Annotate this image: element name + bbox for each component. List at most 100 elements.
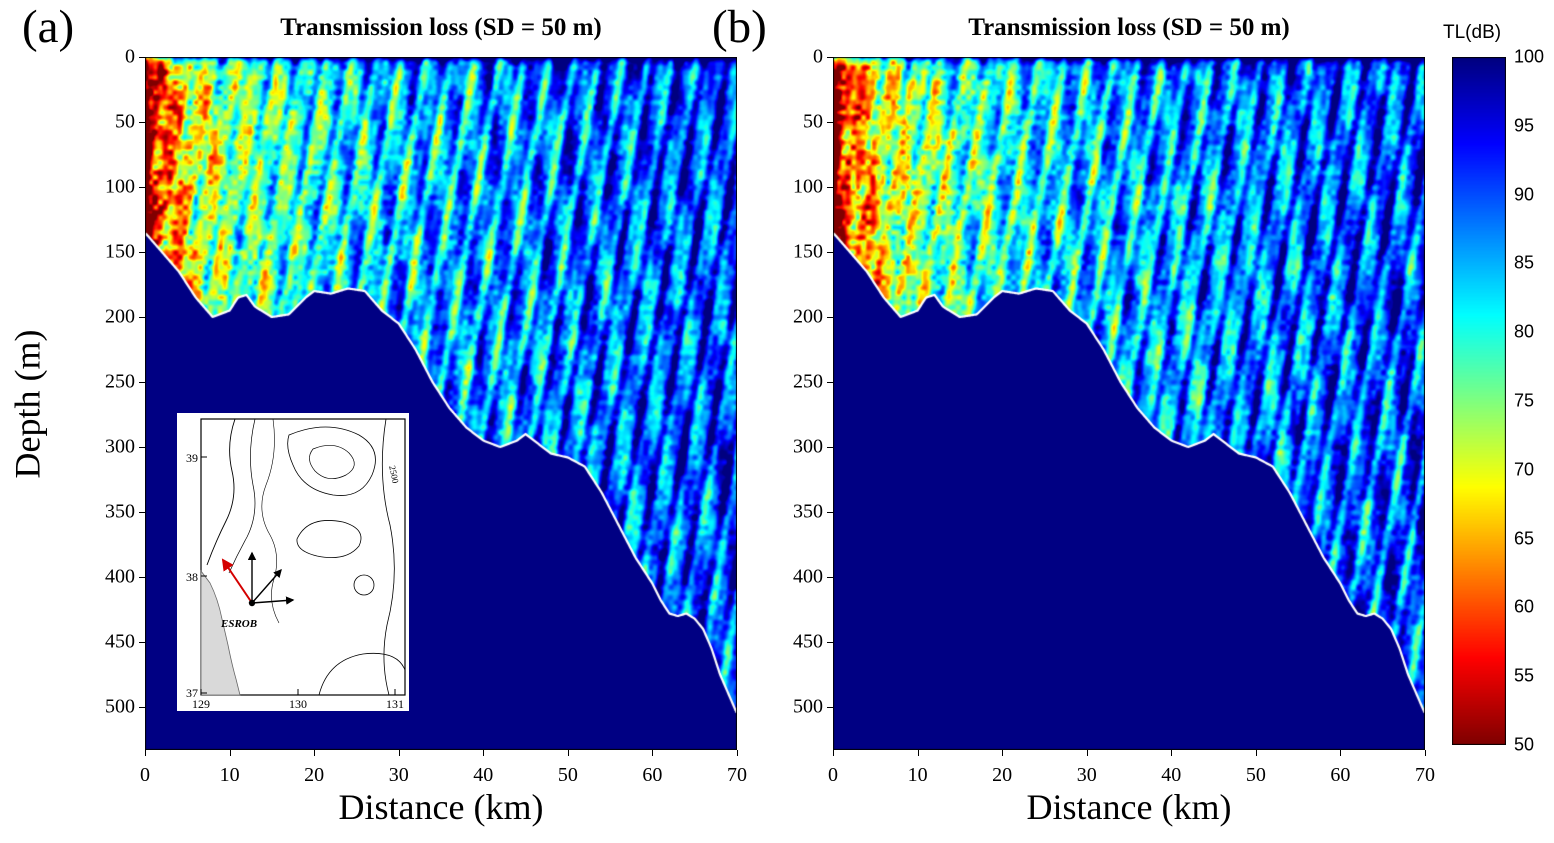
panel-b-label: (b) [712, 1, 767, 53]
colorbar [1452, 57, 1506, 745]
tl-heatmap-panel-b [833, 57, 1425, 750]
tick-mark [483, 750, 485, 756]
lon-tick-label: 129 [192, 697, 210, 711]
isobath-contour [353, 574, 375, 596]
tick-mark [1002, 750, 1004, 756]
tick-mark [229, 750, 231, 756]
lat-tick-label: 38 [186, 570, 198, 584]
tick-mark [1086, 750, 1088, 756]
isobath-contour [296, 520, 362, 559]
black-propagation-arrow [251, 596, 295, 605]
isobath-contour [318, 652, 406, 696]
tick-mark [398, 750, 400, 756]
y-tick-label: 50 [803, 110, 823, 133]
y-tick-label: 150 [793, 240, 823, 263]
lat-tick-label: 39 [186, 451, 198, 465]
x-tick-label: 20 [992, 764, 1013, 786]
y-tick-label: 500 [793, 695, 823, 718]
tick-mark [139, 187, 145, 189]
tick-mark [833, 750, 834, 756]
y-tick-label: 350 [105, 500, 135, 523]
y-tick-label: 350 [793, 500, 823, 523]
station-dot [248, 599, 256, 607]
x-tick-label: 10 [907, 764, 928, 786]
x-tick-label: 30 [388, 764, 409, 786]
panel-b-title: Transmission loss (SD = 50 m) [968, 14, 1290, 41]
inset-location-map: 2500 39 38 37 129 130 131 ESROB [177, 413, 409, 711]
black-propagation-arrow [251, 568, 282, 604]
panel-a-title: Transmission loss (SD = 50 m) [280, 14, 602, 41]
colorbar-tick-label: 55 [1514, 665, 1535, 686]
lat-tick-label: 37 [186, 686, 198, 700]
station-label: ESROB [220, 618, 257, 630]
x-axis-label-a: Distance (km) [338, 787, 544, 827]
colorbar-tick-label: 75 [1514, 390, 1535, 411]
tick-mark [827, 707, 833, 709]
y-tick-label: 400 [105, 565, 135, 588]
contour-depth-label: 2500 [387, 465, 401, 485]
colorbar-tick-label: 80 [1514, 321, 1535, 342]
isobath-contour-2500 [381, 418, 395, 696]
x-tick-label: 70 [1415, 764, 1435, 786]
isobath-contour [309, 444, 355, 480]
x-tick-label: 30 [1076, 764, 1097, 786]
y-tick-label: 150 [105, 240, 135, 263]
y-axis-ticks-a: 0 50 100 150 200 250 300 350 400 450 500 [93, 46, 145, 750]
tick-mark [139, 642, 145, 644]
tick-mark [827, 642, 833, 644]
tick-mark [314, 750, 316, 756]
colorbar-ticks: 100 95 90 85 80 75 70 65 60 55 50 [1514, 47, 1554, 755]
tick-mark [145, 750, 146, 756]
tick-mark [827, 577, 833, 579]
tick-mark [139, 512, 145, 514]
colorbar-tick-label: 100 [1514, 46, 1545, 67]
y-axis-ticks-b: 0 50 100 150 200 250 300 350 400 450 500 [781, 46, 833, 750]
tick-mark [1340, 750, 1342, 756]
colorbar-label: TL(dB) [1443, 22, 1502, 43]
y-axis-label: Depth (m) [7, 329, 47, 478]
isobath-contour [261, 418, 280, 624]
panel-a-label: (a) [22, 1, 75, 53]
colorbar-tick-label: 95 [1514, 115, 1535, 136]
red-propagation-arrow [221, 558, 253, 604]
y-tick-label: 0 [125, 45, 135, 68]
coastline-contour [206, 418, 236, 566]
tick-mark [827, 512, 833, 514]
tick-mark [139, 382, 145, 384]
y-tick-label: 250 [105, 370, 135, 393]
tick-mark [139, 57, 145, 58]
y-tick-label: 200 [793, 305, 823, 328]
y-tick-label: 0 [813, 45, 823, 68]
colorbar-tick-label: 90 [1514, 184, 1535, 205]
x-axis-ticks-b: 0 10 20 30 40 50 60 70 [828, 750, 1435, 786]
inset-axes-box [200, 418, 406, 696]
tick-mark [917, 750, 919, 756]
isobath-contour [228, 418, 256, 574]
y-tick-label: 50 [115, 110, 135, 133]
y-tick-label: 200 [105, 305, 135, 328]
tick-mark [827, 447, 833, 449]
x-tick-label: 60 [642, 764, 663, 786]
y-tick-label: 500 [105, 695, 135, 718]
land-area [200, 569, 241, 696]
y-tick-label: 400 [793, 565, 823, 588]
tick-mark [139, 252, 145, 254]
y-tick-label: 300 [793, 435, 823, 458]
lon-tick-label: 130 [289, 697, 307, 711]
x-tick-label: 40 [473, 764, 494, 786]
colorbar-tick-label: 70 [1514, 459, 1535, 480]
tick-mark [827, 122, 833, 123]
y-axis-label-wrap: Depth (m) [4, 57, 50, 750]
tick-mark [139, 577, 145, 579]
tick-mark [1425, 750, 1426, 756]
inset-map-svg: 2500 39 38 37 129 130 131 ESROB [186, 418, 406, 711]
colorbar-tick-label: 65 [1514, 528, 1535, 549]
x-tick-label: 0 [140, 764, 150, 786]
y-tick-label: 300 [105, 435, 135, 458]
tick-mark [139, 707, 145, 709]
y-tick-label: 450 [793, 630, 823, 653]
y-tick-label: 250 [793, 370, 823, 393]
tick-mark [567, 750, 569, 756]
tick-mark [139, 447, 145, 449]
